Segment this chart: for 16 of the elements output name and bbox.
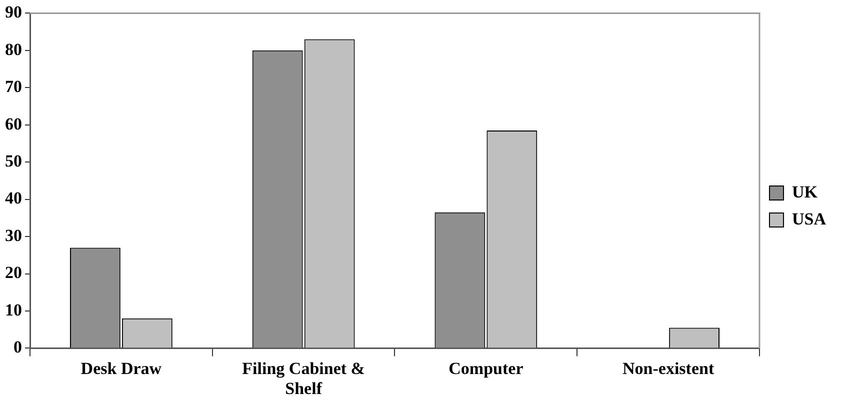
y-tick-label: 20 (5, 263, 22, 282)
x-tick-label: Desk Draw (80, 358, 162, 378)
legend-label: USA (792, 209, 827, 228)
x-tick-label: Non-existent (622, 358, 714, 378)
y-tick-label: 60 (5, 114, 22, 134)
y-tick-label: 80 (5, 40, 22, 59)
y-tick-label: 30 (5, 226, 22, 245)
x-tick-label: Filing Cabinet & Shelf (242, 358, 365, 398)
y-tick-label: 0 (14, 338, 22, 357)
y-tick-label: 40 (5, 188, 22, 208)
y-tick-label: 90 (5, 2, 22, 22)
x-tick-label: Computer (448, 358, 524, 378)
legend-label: UK (792, 182, 818, 202)
y-tick-label: 10 (5, 300, 22, 320)
y-tick-label: 70 (5, 77, 22, 96)
y-tick-label: 50 (5, 151, 22, 170)
